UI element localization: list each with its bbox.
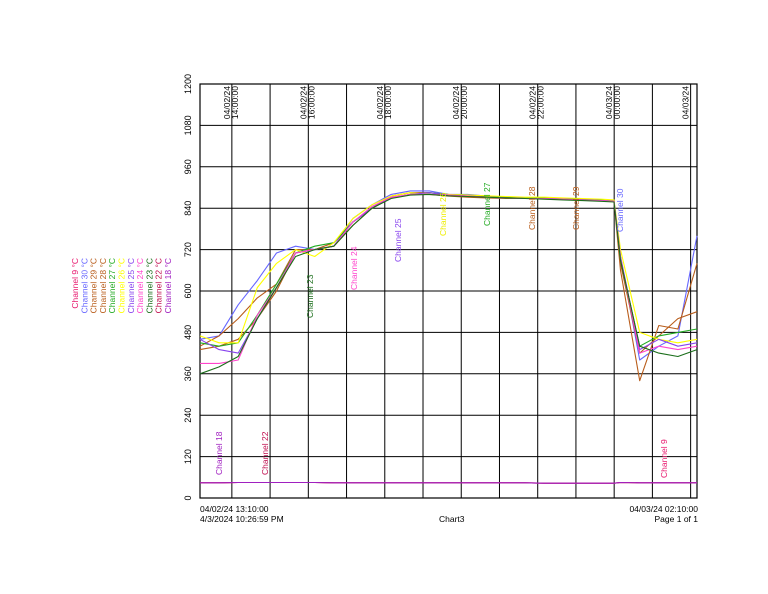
chart-name-label: Chart3 (439, 514, 465, 524)
svg-text:1080: 1080 (183, 115, 193, 135)
svg-text:16:00:00: 16:00:00 (306, 86, 316, 119)
svg-text:04/02/24: 04/02/24 (222, 86, 232, 119)
svg-text:360: 360 (183, 366, 193, 381)
svg-text:240: 240 (183, 408, 193, 423)
svg-text:20:00:00: 20:00:00 (459, 86, 469, 119)
series-lines (199, 190, 698, 484)
svg-text:840: 840 (183, 201, 193, 216)
svg-text:Channel 23 °C: Channel 23 °C (144, 258, 154, 313)
svg-text:04/02/24: 04/02/24 (298, 86, 308, 119)
page-label: Page 1 of 1 (654, 514, 698, 524)
svg-text:Channel 30: Channel 30 (615, 188, 625, 232)
svg-text:Channel 26 °C: Channel 26 °C (117, 258, 127, 313)
svg-text:Channel 18 °C: Channel 18 °C (163, 258, 173, 313)
svg-text:Channel 18: Channel 18 (214, 431, 224, 475)
svg-text:Channel 29 °C: Channel 29 °C (89, 258, 99, 313)
svg-text:120: 120 (183, 449, 193, 464)
svg-text:0: 0 (183, 495, 193, 500)
legend: Channel 9 °C Channel 30 °C Channel 29 °C Ch… (70, 258, 173, 313)
svg-text:00:00:00: 00:00:00 (612, 86, 622, 119)
svg-text:Channel 9: Channel 9 (659, 439, 669, 478)
svg-text:Channel 24 °C: Channel 24 °C (135, 258, 145, 313)
svg-text:Channel 27 °C: Channel 27 °C (107, 258, 117, 313)
svg-text:Channel 29: Channel 29 (571, 186, 581, 230)
svg-text:Channel 26: Channel 26 (438, 192, 448, 236)
svg-text:Channel 22: Channel 22 (260, 431, 270, 475)
svg-text:480: 480 (183, 325, 193, 340)
svg-text:Channel 25: Channel 25 (393, 218, 403, 262)
grid (199, 83, 698, 499)
svg-text:Channel 27: Channel 27 (482, 182, 492, 226)
svg-text:04/03/24: 04/03/24 (681, 86, 691, 119)
svg-text:Channel 9 °C: Channel 9 °C (70, 258, 80, 309)
print-time-label: 4/3/2024 10:26:59 PM (200, 514, 284, 524)
svg-text:Channel 30 °C: Channel 30 °C (79, 258, 89, 313)
end-time-label: 04/03/24 02:10:00 (629, 504, 698, 514)
y-axis-labels: 0 120 240 360 480 600 720 840 960 1080 1200 (183, 74, 193, 501)
svg-text:04/02/24: 04/02/24 (451, 86, 461, 119)
svg-text:14:00:00: 14:00:00 (230, 86, 240, 119)
svg-text:04/02/24: 04/02/24 (528, 86, 538, 119)
svg-text:04/03/24: 04/03/24 (604, 86, 614, 119)
svg-text:04/02/24: 04/02/24 (375, 86, 385, 119)
svg-text:Channel 23: Channel 23 (305, 274, 315, 318)
svg-text:Channel 25 °C: Channel 25 °C (126, 258, 136, 313)
svg-text:Channel 22 °C: Channel 22 °C (154, 258, 164, 313)
svg-text:960: 960 (183, 159, 193, 174)
start-time-label: 04/02/24 13:10:00 (200, 504, 269, 514)
svg-text:720: 720 (183, 242, 193, 257)
svg-text:1200: 1200 (183, 74, 193, 94)
svg-text:600: 600 (183, 283, 193, 298)
channel-annotations: Channel 18 Channel 22 Channel 23 Channel 24… (214, 182, 669, 478)
svg-text:Channel 24: Channel 24 (349, 246, 359, 290)
svg-text:Channel 28: Channel 28 (527, 186, 537, 230)
svg-text:22:00:00: 22:00:00 (536, 86, 546, 119)
svg-text:Channel 28 °C: Channel 28 °C (98, 258, 108, 313)
svg-text:18:00:00: 18:00:00 (383, 86, 393, 119)
